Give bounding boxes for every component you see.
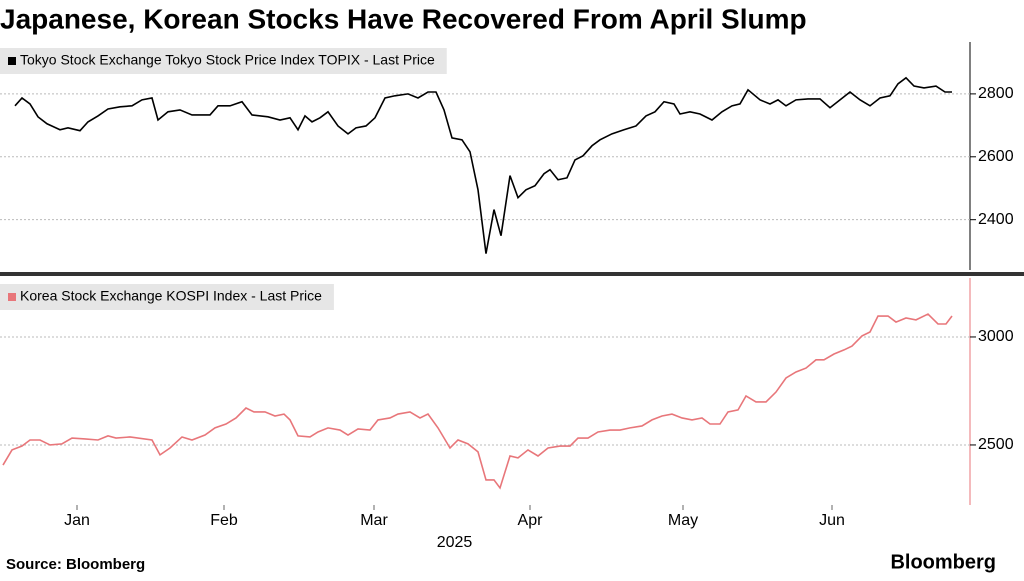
- legend-label: Korea Stock Exchange KOSPI Index - Last …: [20, 288, 322, 304]
- source: Source: Bloomberg: [6, 556, 145, 573]
- x-tick-label: May: [668, 512, 698, 529]
- legend-label: Tokyo Stock Exchange Tokyo Stock Price I…: [20, 52, 435, 68]
- series-line: [14, 76, 952, 254]
- x-tick-label: Mar: [360, 512, 388, 529]
- legend-box: [0, 48, 447, 74]
- series-line: [2, 313, 953, 490]
- panel-separator: [0, 272, 1024, 276]
- y-tick-label: 3000: [978, 328, 1014, 345]
- y-tick-label: 2600: [978, 148, 1014, 165]
- x-axis-label: 2025: [437, 534, 473, 551]
- x-tick-label: Jun: [819, 512, 845, 529]
- y-tick-label: 2400: [978, 211, 1014, 228]
- y-tick-label: 2500: [978, 436, 1014, 453]
- x-tick-label: Apr: [518, 512, 544, 529]
- legend-box: [0, 284, 334, 310]
- x-tick-label: Feb: [210, 512, 238, 529]
- x-tick-label: Jan: [64, 512, 90, 529]
- chart-title: Japanese, Korean Stocks Have Recovered F…: [0, 3, 807, 34]
- brand: Bloomberg: [890, 551, 996, 573]
- y-tick-label: 2800: [978, 85, 1014, 102]
- legend-swatch: [8, 57, 16, 65]
- legend-swatch: [8, 293, 16, 301]
